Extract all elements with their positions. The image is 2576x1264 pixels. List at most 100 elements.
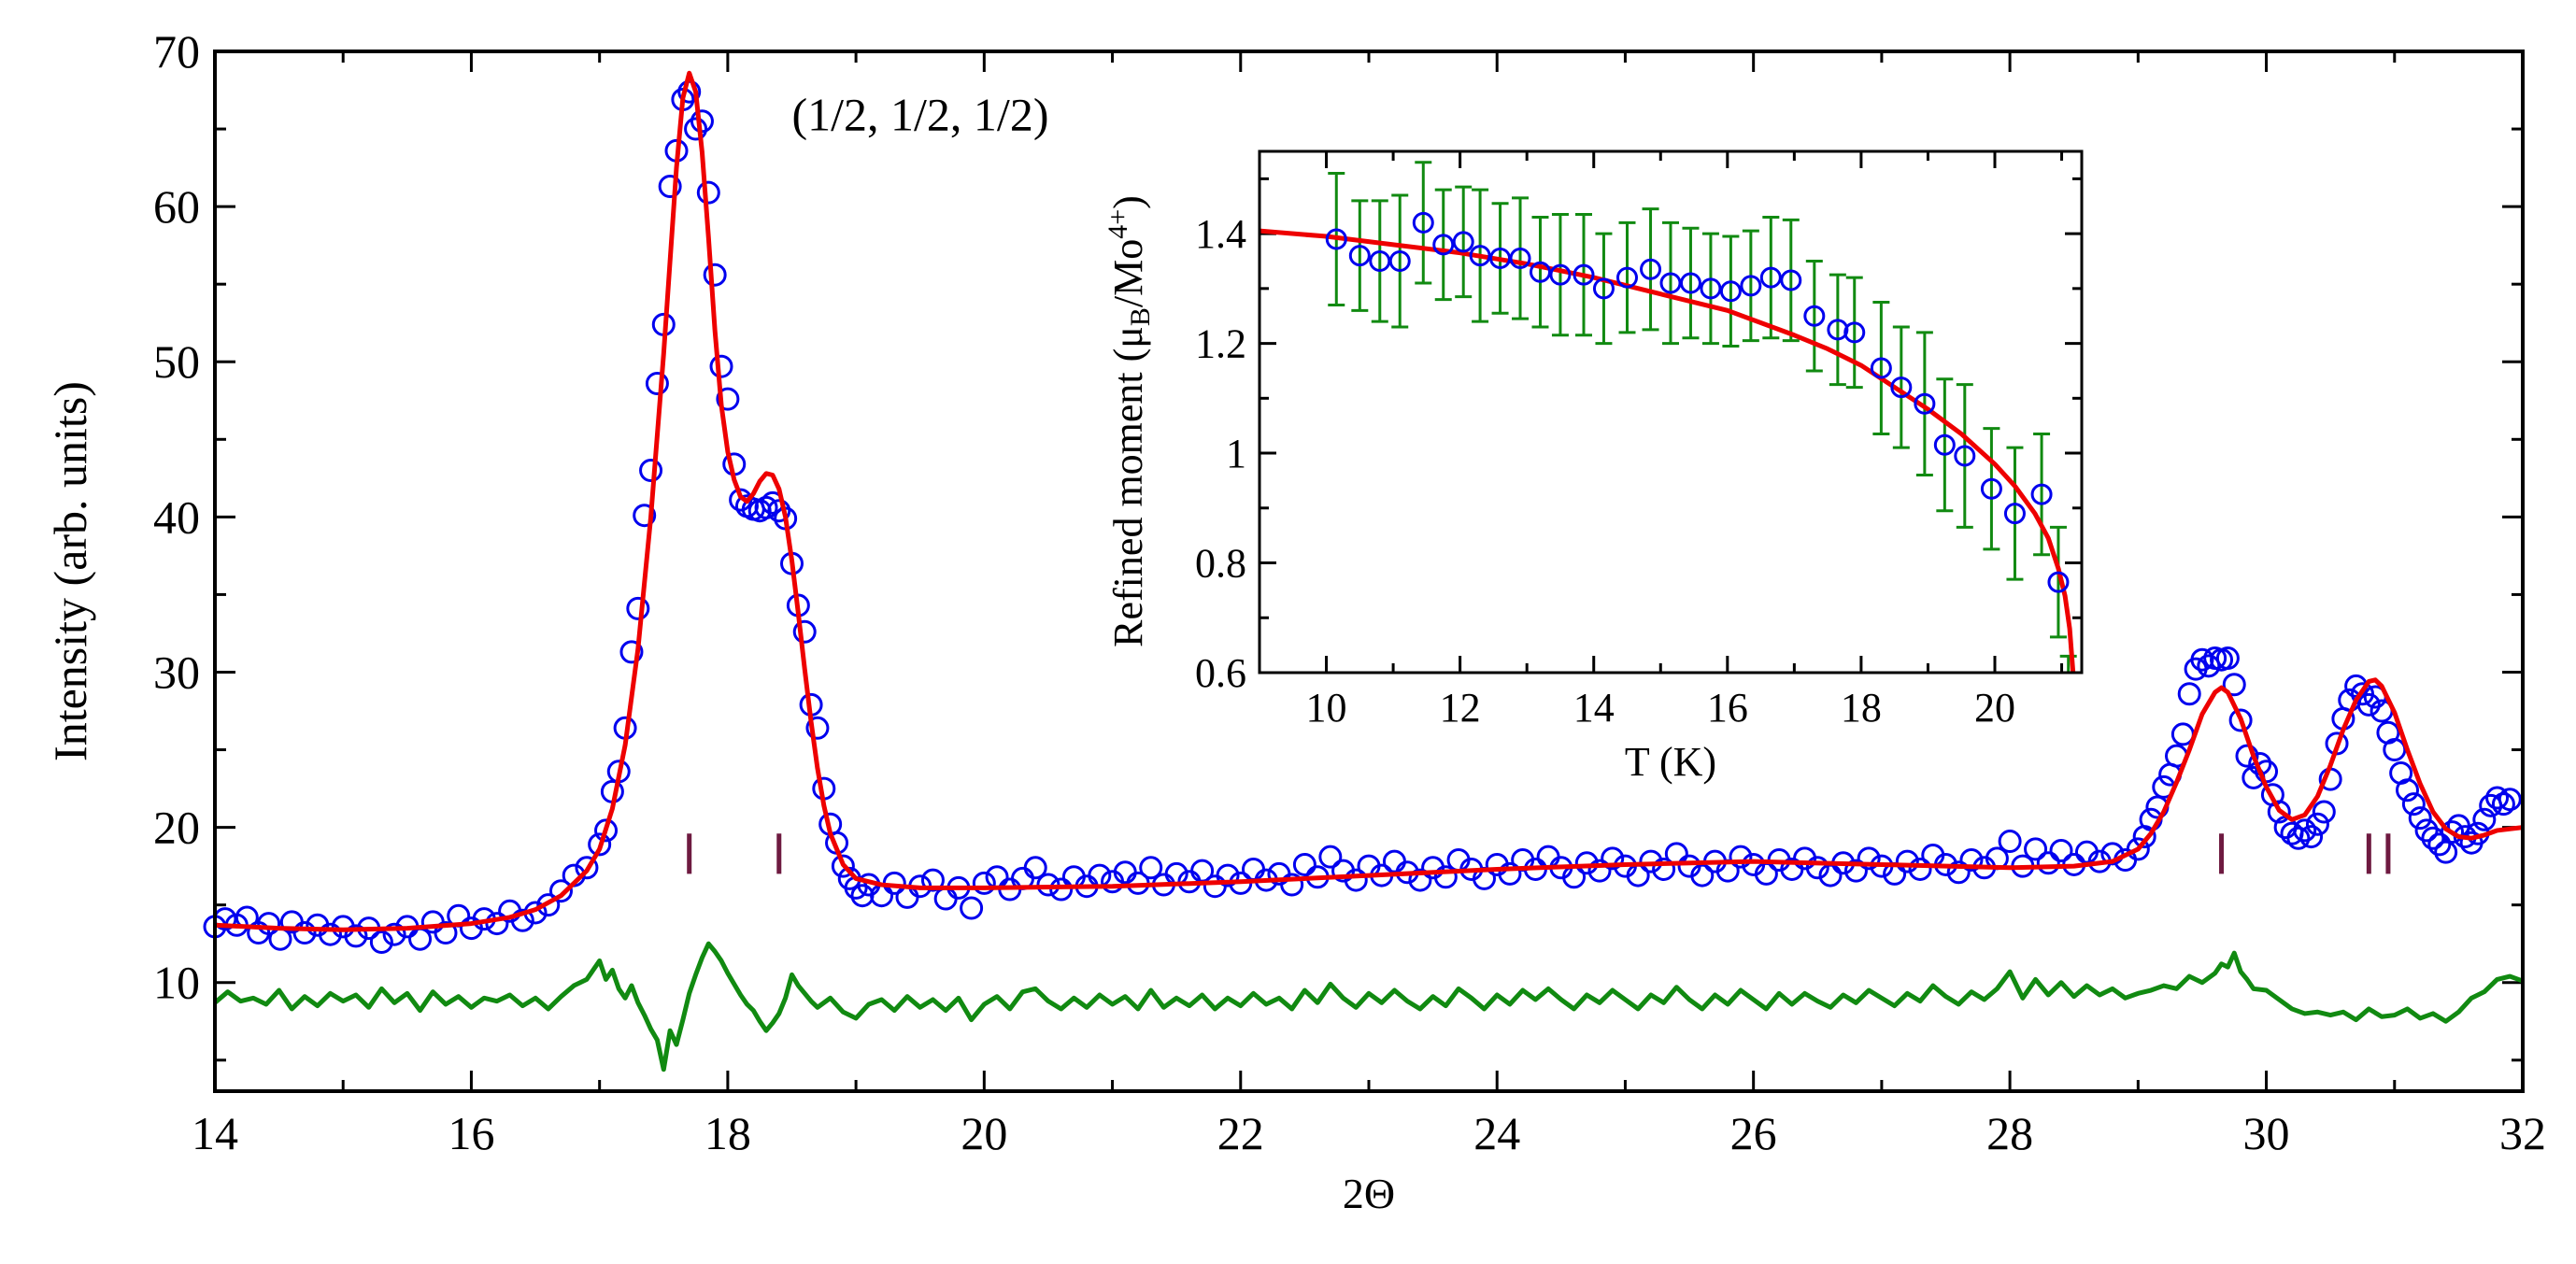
- observed-point: [2126, 837, 2150, 861]
- inset-ylabel-part-3: ): [1105, 195, 1151, 209]
- moment-point: [1700, 277, 1722, 300]
- inset-y-tick-label: 1.2: [1195, 321, 1246, 367]
- observed-point: [2305, 812, 2329, 836]
- observed-point: [1652, 857, 1676, 881]
- observed-point: [2491, 792, 2515, 817]
- y-tick-label: 70: [153, 25, 200, 78]
- observed-point: [1729, 845, 1753, 869]
- observed-point: [2267, 800, 2291, 824]
- moment-point: [1980, 477, 2002, 500]
- observed-point: [920, 868, 945, 892]
- main-panel: 14 16 18 20 22 24 26 28 30 32 10 20 30 40 50 60 70 2Θ In…: [44, 25, 2546, 1217]
- observed-point: [1292, 852, 1316, 876]
- observed-point: [1203, 874, 1227, 899]
- observed-point: [575, 856, 599, 880]
- moment-point: [1573, 263, 1595, 286]
- moment-point: [1529, 261, 1551, 283]
- inset-y-tick-label: 1.4: [1195, 211, 1246, 257]
- main-y-axis-label: Intensity (arb. units): [44, 381, 96, 761]
- inset-series: [1259, 161, 2077, 675]
- inset-x-tick-label: 10: [1306, 685, 1347, 731]
- observed-point: [1587, 859, 1612, 883]
- observed-point: [2299, 825, 2324, 849]
- observed-point: [626, 596, 650, 620]
- moment-point: [1719, 280, 1742, 303]
- observed-point: [639, 459, 663, 483]
- observed-point: [792, 619, 817, 644]
- observed-point: [1088, 863, 1112, 888]
- moment-point: [1890, 376, 1913, 399]
- main-plot-frame: [213, 50, 2525, 1093]
- inset-ylabel-sup: 4+: [1103, 209, 1133, 239]
- observed-point: [716, 387, 740, 411]
- moment-point: [1325, 228, 1347, 250]
- moment-point: [1509, 248, 1531, 270]
- observed-point: [895, 885, 919, 909]
- observed-point: [805, 716, 830, 740]
- observed-point: [2036, 851, 2060, 875]
- observed-point: [1601, 846, 1625, 871]
- observed-point: [2485, 786, 2510, 810]
- observed-point: [1946, 860, 1971, 885]
- observed-point: [2024, 837, 2048, 861]
- observed-point: [485, 912, 509, 936]
- moment-point: [1827, 319, 1849, 341]
- observed-point: [985, 865, 1009, 889]
- observed-point: [658, 175, 682, 199]
- inset-y-tick-label: 1: [1226, 431, 1246, 476]
- inset-x-tick-label: 18: [1841, 685, 1882, 731]
- observed-point: [2441, 820, 2465, 845]
- x-tick-label: 32: [2499, 1107, 2546, 1159]
- observed-point: [536, 893, 561, 917]
- inset-y-axis-label: Refined moment (μB/Mo4+): [1103, 195, 1156, 647]
- inset-y-tick-label: 0.8: [1195, 541, 1246, 587]
- observed-point: [2472, 807, 2497, 831]
- observed-point: [2177, 682, 2201, 706]
- observed-point: [1049, 877, 1074, 902]
- observed-point: [1895, 849, 1919, 873]
- moment-point: [1803, 305, 1826, 327]
- y-tick-label: 20: [153, 802, 200, 854]
- observed-point: [1690, 863, 1715, 888]
- inset-x-tick-label: 14: [1573, 685, 1615, 731]
- observed-point: [831, 854, 855, 878]
- main-series: [203, 70, 2524, 1072]
- observed-point: [594, 818, 619, 843]
- observed-point: [292, 921, 317, 945]
- inset-ylabel-sub: B: [1125, 307, 1156, 326]
- inset-panel: 10 12 14 16 18 20 0.6 0.8 1 1.2 1.4 T (K) Refined …: [1103, 149, 2084, 785]
- moment-point: [1549, 263, 1572, 286]
- y-tick-label: 10: [153, 957, 200, 1009]
- x-tick-label: 26: [1730, 1107, 1777, 1159]
- inset-y-tick-label: 0.6: [1195, 650, 1246, 696]
- observed-point: [434, 921, 458, 945]
- y-tick-label: 40: [153, 490, 200, 543]
- observed-point: [1857, 846, 1881, 871]
- moment-point: [1412, 211, 1434, 234]
- observed-point: [2286, 826, 2311, 850]
- y-tick-label: 60: [153, 180, 200, 233]
- inset-ylabel-part-2: /Mo: [1105, 239, 1151, 307]
- observed-point: [588, 832, 612, 857]
- observed-point: [1536, 845, 1560, 869]
- observed-point: [2383, 738, 2407, 762]
- moment-point: [1759, 266, 1782, 289]
- moment-point: [1954, 445, 1976, 467]
- observed-point: [2197, 654, 2221, 678]
- observed-point: [2434, 840, 2458, 864]
- observed-point: [2401, 792, 2426, 817]
- x-tick-label: 20: [961, 1107, 1007, 1159]
- observed-point: [382, 922, 406, 946]
- observed-point: [1023, 856, 1047, 880]
- observed-point: [933, 887, 958, 911]
- observed-point: [2312, 800, 2336, 824]
- observed-point: [1843, 859, 1868, 883]
- observed-point: [369, 930, 393, 955]
- inset-tick-labels: 10 12 14 16 18 20 0.6 0.8 1 1.2 1.4: [1195, 211, 2015, 731]
- calculated-line: [214, 70, 2524, 932]
- observed-point: [2222, 673, 2246, 697]
- observed-point: [1805, 856, 1829, 880]
- x-tick-label: 24: [1473, 1107, 1520, 1159]
- inset-x-tick-label: 12: [1440, 685, 1481, 731]
- observed-point: [549, 879, 573, 903]
